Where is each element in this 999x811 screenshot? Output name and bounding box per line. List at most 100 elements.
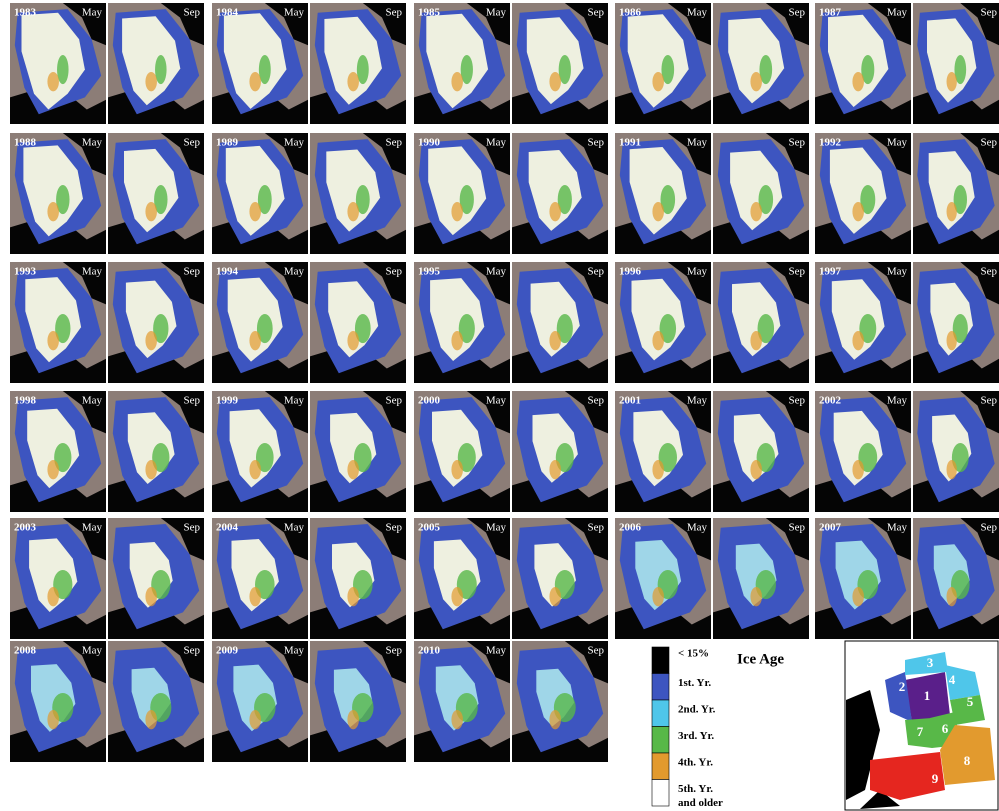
month-label: May bbox=[82, 522, 103, 534]
fourth-year-ice bbox=[750, 202, 762, 221]
month-label: Sep bbox=[588, 137, 605, 149]
fourth-year-ice bbox=[451, 587, 463, 606]
fourth-year-ice bbox=[852, 331, 864, 350]
year-label: 1983 bbox=[14, 7, 37, 19]
fourth-year-ice bbox=[549, 202, 561, 221]
ice-map bbox=[10, 3, 106, 124]
region-number: 9 bbox=[932, 771, 939, 786]
fourth-year-ice bbox=[549, 72, 561, 91]
ice-map bbox=[310, 3, 406, 124]
ice-map bbox=[913, 518, 999, 639]
fourth-year-ice bbox=[249, 72, 261, 91]
ice-map bbox=[615, 391, 711, 512]
fourth-year-ice bbox=[47, 202, 59, 221]
month-label: May bbox=[284, 7, 305, 19]
legend-label: 1st. Yr. bbox=[678, 677, 711, 689]
ice-map bbox=[108, 641, 204, 762]
month-label: May bbox=[284, 645, 305, 657]
fourth-year-ice bbox=[347, 710, 359, 729]
fourth-year-ice bbox=[249, 202, 261, 221]
ice-map bbox=[108, 133, 204, 254]
ice-map bbox=[713, 133, 809, 254]
legend-swatch bbox=[652, 780, 669, 807]
year-label: 1997 bbox=[819, 266, 842, 278]
year-label: 2000 bbox=[418, 395, 441, 407]
month-label: May bbox=[687, 137, 708, 149]
fourth-year-ice bbox=[549, 587, 561, 606]
ice-map bbox=[10, 262, 106, 383]
month-label: Sep bbox=[588, 395, 605, 407]
month-label: Sep bbox=[588, 7, 605, 19]
month-label: Sep bbox=[981, 395, 998, 407]
fourth-year-ice bbox=[947, 460, 957, 479]
month-label: May bbox=[82, 395, 103, 407]
year-label: 1990 bbox=[418, 137, 441, 149]
month-label: May bbox=[887, 137, 908, 149]
region-number: 1 bbox=[924, 688, 931, 703]
figure: Ice Age 1983MaySep1984MaySep1985MaySep19… bbox=[0, 0, 999, 811]
fourth-year-ice bbox=[347, 202, 359, 221]
ice-map bbox=[815, 391, 911, 512]
year-label: 2008 bbox=[14, 645, 37, 657]
ice-map bbox=[913, 391, 999, 512]
year-label: 1996 bbox=[619, 266, 642, 278]
region-number: 3 bbox=[927, 655, 934, 670]
month-label: Sep bbox=[981, 266, 998, 278]
year-label: 1989 bbox=[216, 137, 239, 149]
fourth-year-ice bbox=[549, 331, 561, 350]
legend-label: and older bbox=[678, 797, 723, 809]
month-label: Sep bbox=[588, 266, 605, 278]
year-label: 2004 bbox=[216, 522, 239, 534]
legend-swatch bbox=[652, 674, 669, 701]
legend-swatch bbox=[652, 647, 669, 674]
ice-map bbox=[913, 3, 999, 124]
month-label: Sep bbox=[184, 266, 201, 278]
ice-map bbox=[310, 518, 406, 639]
fourth-year-ice bbox=[451, 460, 463, 479]
month-label: May bbox=[486, 137, 507, 149]
ice-map bbox=[414, 391, 510, 512]
month-label: Sep bbox=[184, 395, 201, 407]
ice-map bbox=[414, 641, 510, 762]
fourth-year-ice bbox=[652, 72, 664, 91]
ice-map bbox=[10, 133, 106, 254]
year-label: 2001 bbox=[619, 395, 641, 407]
month-label: Sep bbox=[184, 522, 201, 534]
month-label: Sep bbox=[386, 266, 403, 278]
ice-map bbox=[108, 3, 204, 124]
fourth-year-ice bbox=[750, 460, 762, 479]
month-label: May bbox=[82, 7, 103, 19]
month-label: May bbox=[687, 266, 708, 278]
month-label: Sep bbox=[386, 645, 403, 657]
ice-map bbox=[212, 641, 308, 762]
ice-map bbox=[212, 3, 308, 124]
fourth-year-ice bbox=[652, 331, 664, 350]
legend-label: 5th. Yr. bbox=[678, 783, 713, 795]
fourth-year-ice bbox=[249, 331, 261, 350]
month-label: Sep bbox=[789, 522, 806, 534]
ice-map bbox=[913, 133, 999, 254]
region-number: 5 bbox=[967, 694, 974, 709]
ice-map bbox=[512, 3, 608, 124]
month-label: Sep bbox=[386, 7, 403, 19]
region-number: 2 bbox=[899, 679, 906, 694]
ice-map bbox=[212, 391, 308, 512]
fourth-year-ice bbox=[145, 331, 157, 350]
month-label: Sep bbox=[588, 645, 605, 657]
ice-map bbox=[310, 262, 406, 383]
month-label: Sep bbox=[981, 522, 998, 534]
year-label: 2002 bbox=[819, 395, 842, 407]
fourth-year-ice bbox=[347, 72, 359, 91]
year-label: 2007 bbox=[819, 522, 842, 534]
fourth-year-ice bbox=[347, 460, 359, 479]
month-label: Sep bbox=[789, 266, 806, 278]
fourth-year-ice bbox=[549, 460, 561, 479]
ice-map bbox=[713, 262, 809, 383]
fourth-year-ice bbox=[652, 460, 664, 479]
ice-map bbox=[815, 262, 911, 383]
month-label: Sep bbox=[386, 522, 403, 534]
month-label: Sep bbox=[184, 7, 201, 19]
month-label: Sep bbox=[789, 7, 806, 19]
ice-map bbox=[310, 391, 406, 512]
ice-map bbox=[913, 262, 999, 383]
